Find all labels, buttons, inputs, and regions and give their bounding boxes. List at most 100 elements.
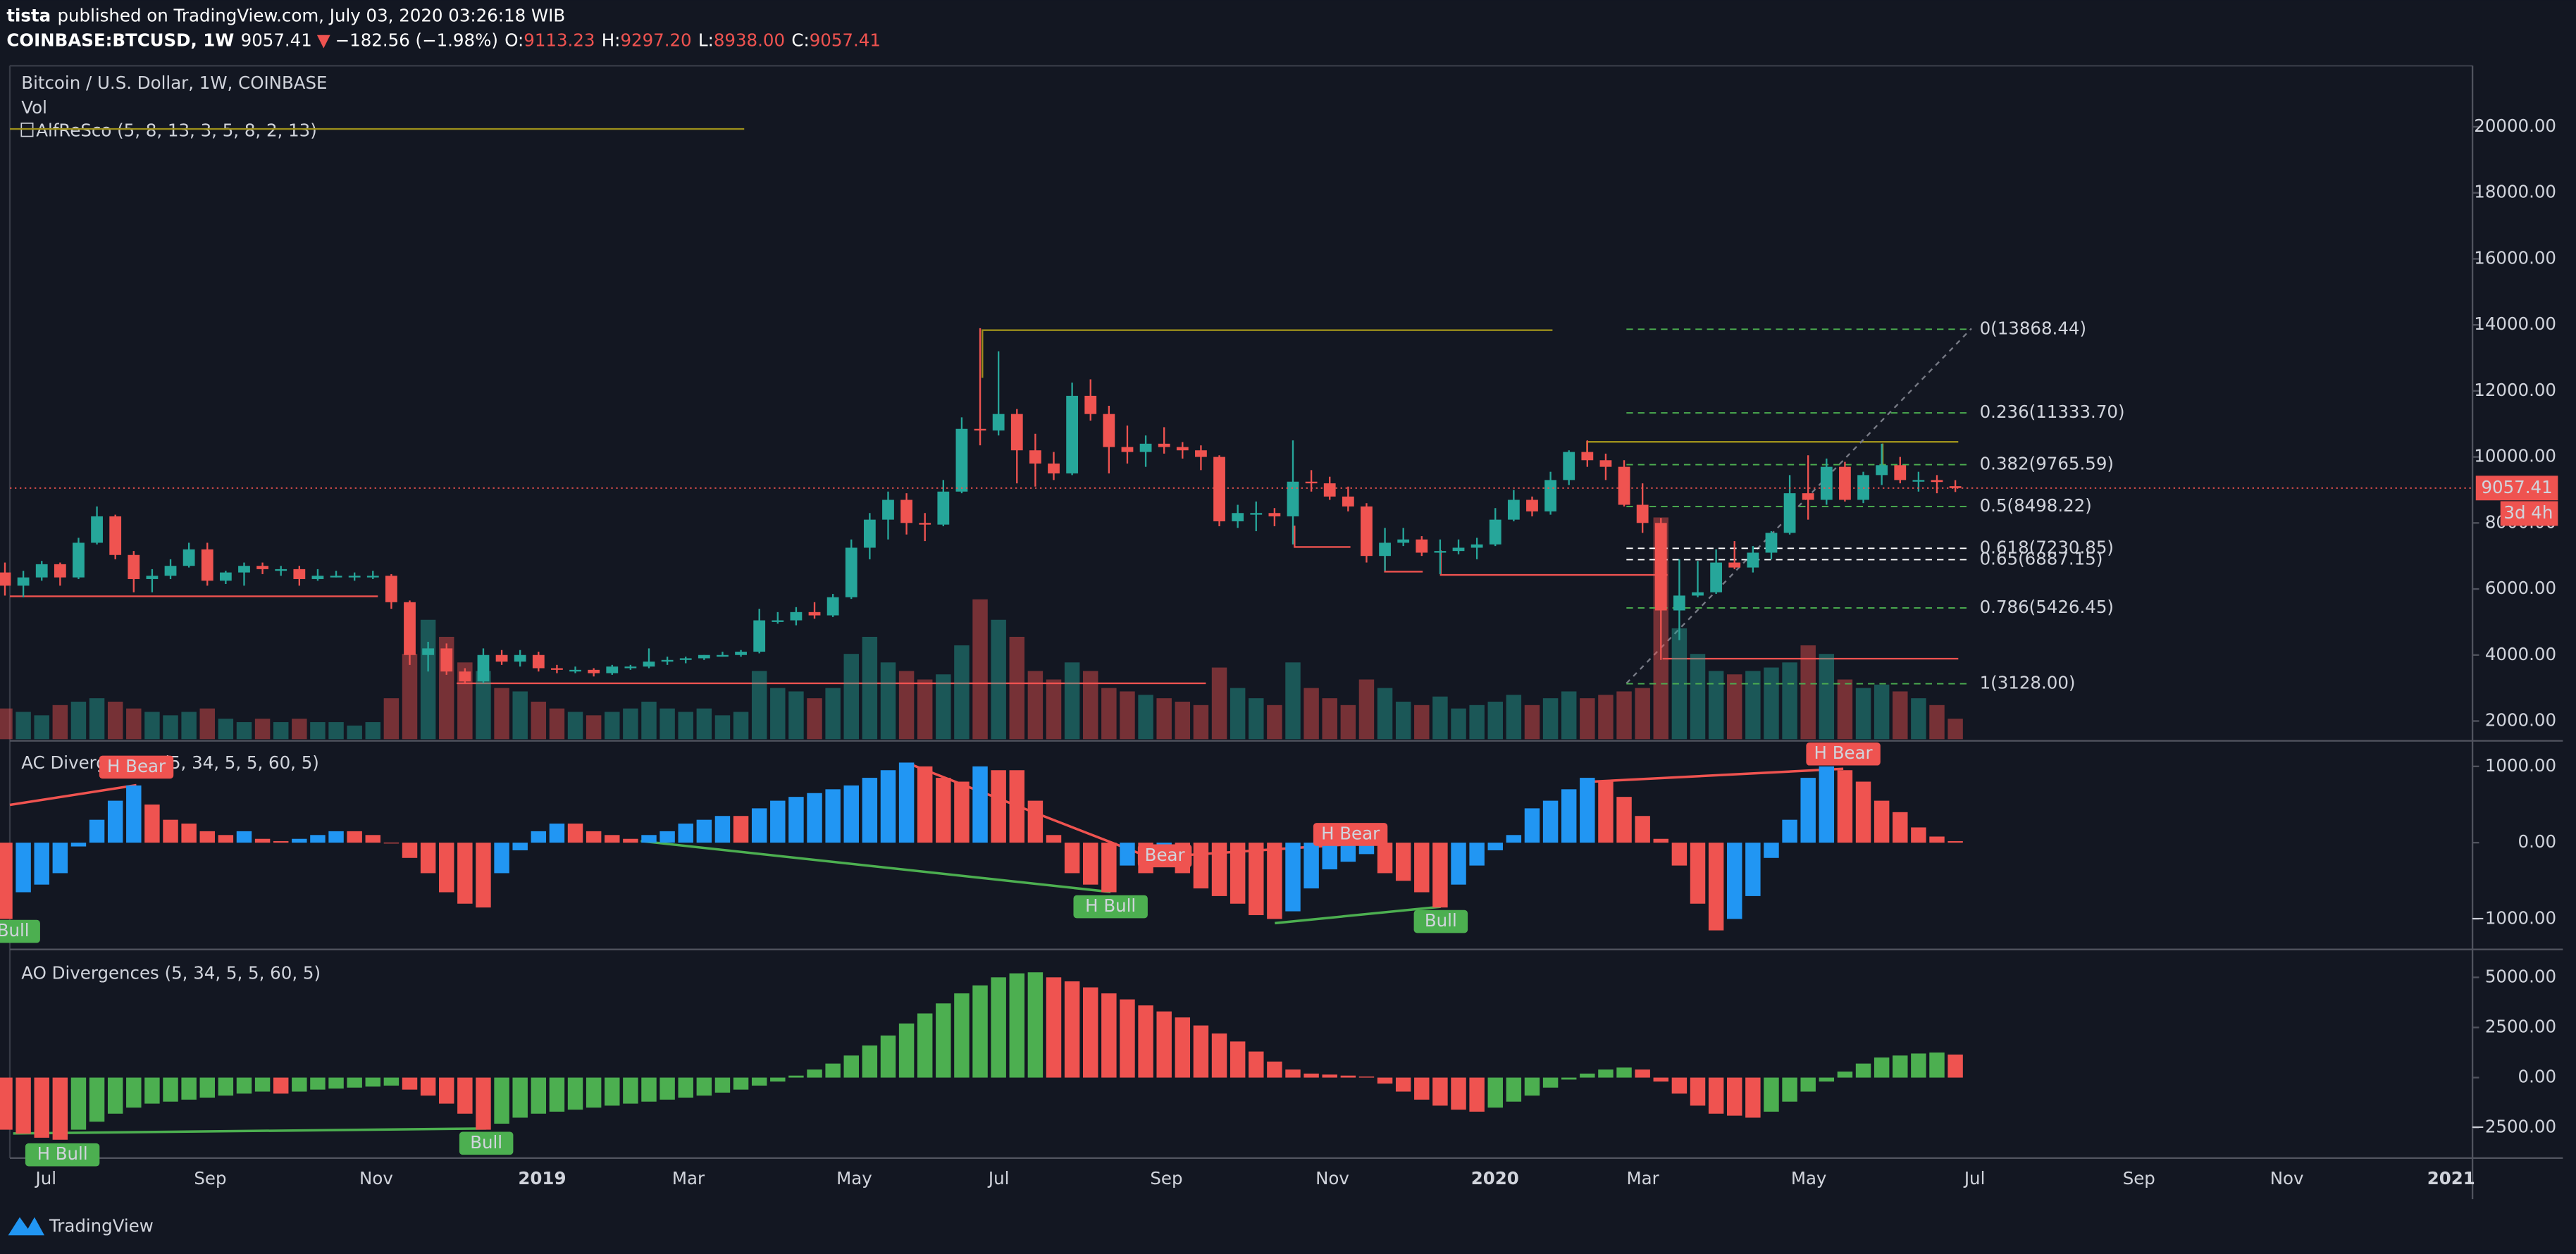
volume-bar [1285,662,1301,740]
candle-body [1544,480,1556,511]
candle-body [1048,463,1060,474]
candle-body [366,576,379,578]
histogram-bar [1506,835,1522,843]
volume-bar [1193,704,1209,740]
candle-body [1563,452,1575,480]
arrow: ▼ [317,30,330,50]
histogram-bar [328,1077,344,1089]
candle-body [1213,457,1225,521]
volume-bar [254,719,271,740]
histogram-bar [310,835,326,843]
histogram-bar [1911,1053,1926,1078]
candle-body [1305,481,1318,484]
volume-bar [1211,667,1227,740]
histogram-bar [623,838,638,843]
candle-body [1029,450,1041,464]
volume-bar [1561,691,1577,740]
histogram-bar [1414,843,1430,893]
candle-body [275,569,287,571]
candle-body [109,516,122,555]
histogram-bar [1046,977,1062,1078]
volume-bar [181,712,197,740]
fib-label: 0.382(9765.59) [1980,454,2114,474]
histogram-bar [678,1077,693,1098]
histogram-bar [807,1069,822,1078]
volume-bar [1745,671,1761,740]
volume-bar [807,698,822,740]
ohlc-value: 8938.00 [714,30,785,50]
histogram-bar [1009,973,1025,1078]
y-tick-label: 18000.00 [2474,182,2556,202]
volume-bar [1451,708,1466,740]
volume-bar [1948,719,1963,740]
volume-bar [1175,701,1191,740]
level-line [982,329,1553,378]
volume-bar [733,712,749,740]
level-line [1294,526,1351,548]
candle-body [772,620,784,622]
candle-body [569,669,581,672]
candle-body [477,654,490,682]
volume-bar [1690,654,1706,740]
histogram-bar [991,977,1006,1078]
volume-bar [567,712,583,740]
histogram-bar [917,1013,933,1078]
histogram-bar [1708,1077,1724,1114]
volume-bar [420,619,436,740]
candle-body [1158,443,1170,447]
candle-body [808,612,821,616]
volume-bar [936,674,951,740]
fib-label: 0.618(7230.85) [1980,537,2114,557]
candle-body [1416,539,1428,553]
histogram-bar [641,835,657,843]
histogram-bar [1745,1077,1761,1118]
volume-bar [1101,688,1117,740]
histogram-bar [733,816,749,843]
divergence-tag [1806,742,1881,766]
volume-bar [89,698,105,740]
volume-bar [347,725,362,740]
histogram-bar [1635,816,1650,843]
volume-bar [292,719,307,740]
histogram-bar [144,804,160,843]
candle-body [54,564,66,578]
histogram-bar [16,1077,31,1134]
symbol-line: COINBASE:BTCUSD, 1W 9057.41 ▼ −182.56 (−1.9… [6,30,881,50]
volume-bar [402,654,418,740]
candle-body [1747,552,1759,568]
histogram-bar [1285,1069,1301,1078]
candle-body [1949,486,1962,488]
candle-body [1599,460,1612,467]
histogram-bar [52,1077,68,1140]
histogram-bar [1083,987,1098,1078]
candle-body [845,547,857,597]
histogram-bar [1616,797,1632,843]
volume-bar [1616,691,1632,740]
histogram-bar [1837,770,1853,843]
histogram-bar [1193,1025,1209,1078]
volume-bar [1782,662,1797,740]
candle-body [1618,466,1630,505]
ohlc-label: H: [602,30,621,50]
histogram-bar [1027,800,1044,843]
author: tista [6,5,51,25]
volume-bar [605,712,620,740]
ohlc-value: 9113.23 [524,30,595,50]
candle-body [1526,499,1538,511]
divergence-label: H Bull [1085,895,1136,916]
candle-body [1342,496,1354,507]
histogram-bar [107,800,123,843]
y-tick-label: 4000.00 [2485,644,2556,664]
histogram-bar [512,1077,528,1118]
histogram-bar [880,1035,896,1078]
histogram-bar [1230,843,1246,904]
y-tick-label: 6000.00 [2485,578,2556,598]
histogram-bar [1285,843,1301,912]
histogram-bar [199,1077,215,1098]
candle-body [919,523,931,525]
volume-bar [310,722,326,740]
candle-body [1839,466,1851,500]
y-tick-label: 10000.00 [2474,446,2556,466]
candle-body [440,648,453,672]
